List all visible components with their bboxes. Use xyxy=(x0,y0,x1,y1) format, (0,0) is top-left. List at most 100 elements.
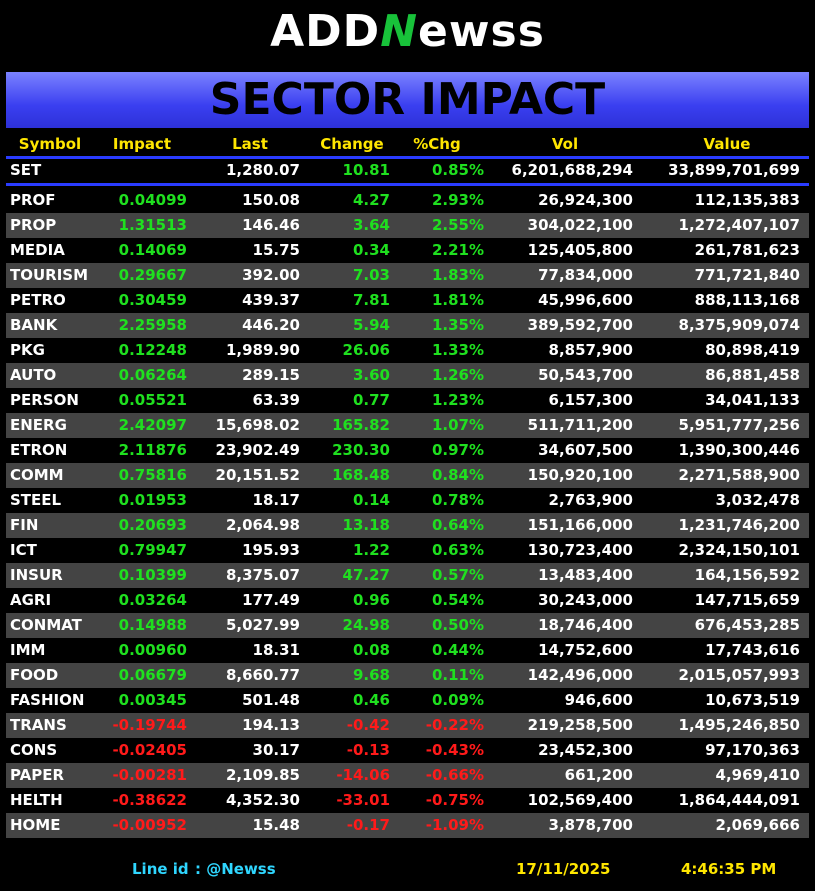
title: SECTOR IMPACT xyxy=(209,74,606,125)
value-cell: 34,041,133 xyxy=(705,391,800,409)
change-cell: 7.03 xyxy=(352,266,390,284)
pct-change-cell: -1.09% xyxy=(425,816,484,834)
impact-cell: 0.75816 xyxy=(118,466,187,484)
pct-change-cell: 1.23% xyxy=(431,391,484,409)
logo-suffix: ewss xyxy=(418,6,545,57)
change-cell: 47.27 xyxy=(342,566,390,584)
impact-cell: 0.12248 xyxy=(118,341,187,359)
last-cell: 15,698.02 xyxy=(215,416,300,434)
change-cell: -0.13 xyxy=(346,741,390,759)
symbol-cell: ENERG xyxy=(10,416,67,434)
pct-change-cell: 0.44% xyxy=(431,641,484,659)
change-cell: 13.18 xyxy=(342,516,390,534)
column-header: Change xyxy=(320,135,384,153)
impact-cell: 0.05521 xyxy=(118,391,187,409)
last-cell: 15.48 xyxy=(252,816,300,834)
last-cell: 8,375.07 xyxy=(225,566,300,584)
symbol-cell: FIN xyxy=(10,516,39,534)
value-cell: 80,898,419 xyxy=(705,341,800,359)
change-cell: -33.01 xyxy=(336,791,390,809)
impact-cell: 0.01953 xyxy=(118,491,187,509)
symbol-cell: MEDIA xyxy=(10,241,65,259)
change-cell: 0.96 xyxy=(352,591,390,609)
pct-change-cell: 0.54% xyxy=(431,591,484,609)
last-cell: 4,352.30 xyxy=(225,791,300,809)
row-background xyxy=(6,213,809,238)
pct-change-cell: 0.84% xyxy=(431,466,484,484)
column-header: Impact xyxy=(112,135,172,153)
symbol-cell: PAPER xyxy=(10,766,65,784)
pct-change-cell: -0.75% xyxy=(425,791,484,809)
value-cell: 10,673,519 xyxy=(705,691,800,709)
pct-change-cell: 2.55% xyxy=(431,216,484,234)
symbol-cell: HELTH xyxy=(10,791,63,809)
impact-cell: 2.42097 xyxy=(118,416,187,434)
symbol-cell: SET xyxy=(10,161,42,179)
pct-change-cell: 0.64% xyxy=(431,516,484,534)
change-cell: 3.64 xyxy=(352,216,390,234)
symbol-cell: AGRI xyxy=(10,591,52,609)
last-cell: 30.17 xyxy=(252,741,300,759)
impact-cell: 0.10399 xyxy=(118,566,187,584)
value-cell: 5,951,777,256 xyxy=(678,416,800,434)
change-cell: 9.68 xyxy=(352,666,390,684)
row-background xyxy=(6,313,809,338)
logo-prefix: ADD xyxy=(270,6,381,57)
pct-change-cell: 0.78% xyxy=(431,491,484,509)
impact-cell: 0.00960 xyxy=(118,641,187,659)
impact-cell: -0.38622 xyxy=(112,791,187,809)
volume-cell: 2,763,900 xyxy=(548,491,633,509)
value-cell: 2,015,057,993 xyxy=(678,666,800,684)
volume-cell: 661,200 xyxy=(564,766,633,784)
pct-change-cell: 0.09% xyxy=(431,691,484,709)
volume-cell: 6,157,300 xyxy=(548,391,633,409)
column-header: Value xyxy=(703,135,751,153)
pct-change-cell: 2.93% xyxy=(431,191,484,209)
pct-change-cell: 1.83% xyxy=(431,266,484,284)
symbol-cell: CONMAT xyxy=(10,616,82,634)
symbol-cell: CONS xyxy=(10,741,58,759)
last-cell: 195.93 xyxy=(242,541,300,559)
impact-cell: 2.25958 xyxy=(118,316,187,334)
impact-cell: 0.29667 xyxy=(118,266,187,284)
last-cell: 8,660.77 xyxy=(225,666,300,684)
last-cell: 439.37 xyxy=(242,291,300,309)
last-cell: 23,902.49 xyxy=(215,441,300,459)
pct-change-cell: 0.97% xyxy=(431,441,484,459)
volume-cell: 6,201,688,294 xyxy=(511,161,633,179)
row-background xyxy=(6,713,809,738)
impact-cell: -0.00952 xyxy=(112,816,187,834)
value-cell: 888,113,168 xyxy=(694,291,800,309)
value-cell: 8,375,909,074 xyxy=(678,316,800,334)
last-cell: 150.08 xyxy=(242,191,300,209)
impact-cell: 0.30459 xyxy=(118,291,187,309)
last-cell: 2,064.98 xyxy=(225,516,300,534)
impact-cell: -0.00281 xyxy=(112,766,187,784)
last-cell: 177.49 xyxy=(242,591,300,609)
logo: ADDNewss xyxy=(0,6,815,57)
symbol-cell: STEEL xyxy=(10,491,62,509)
change-cell: 4.27 xyxy=(352,191,390,209)
volume-cell: 150,920,100 xyxy=(527,466,633,484)
row-background xyxy=(6,363,809,388)
volume-cell: 8,857,900 xyxy=(548,341,633,359)
impact-cell: 0.14988 xyxy=(118,616,187,634)
value-cell: 112,135,383 xyxy=(694,191,800,209)
pct-change-cell: 2.21% xyxy=(431,241,484,259)
row-background xyxy=(6,263,809,288)
impact-cell: 2.11876 xyxy=(118,441,187,459)
volume-cell: 14,752,600 xyxy=(538,641,633,659)
row-background xyxy=(6,413,809,438)
pct-change-cell: 1.35% xyxy=(431,316,484,334)
change-cell: 0.34 xyxy=(352,241,390,259)
column-header: Symbol xyxy=(18,135,82,153)
title-bar xyxy=(6,72,809,128)
symbol-cell: ETRON xyxy=(10,441,68,459)
volume-cell: 511,711,200 xyxy=(527,416,633,434)
value-cell: 164,156,592 xyxy=(694,566,800,584)
impact-cell: 0.00345 xyxy=(118,691,187,709)
change-cell: 0.08 xyxy=(352,641,390,659)
last-cell: 18.17 xyxy=(252,491,300,509)
date: 17/11/2025 xyxy=(516,860,611,878)
